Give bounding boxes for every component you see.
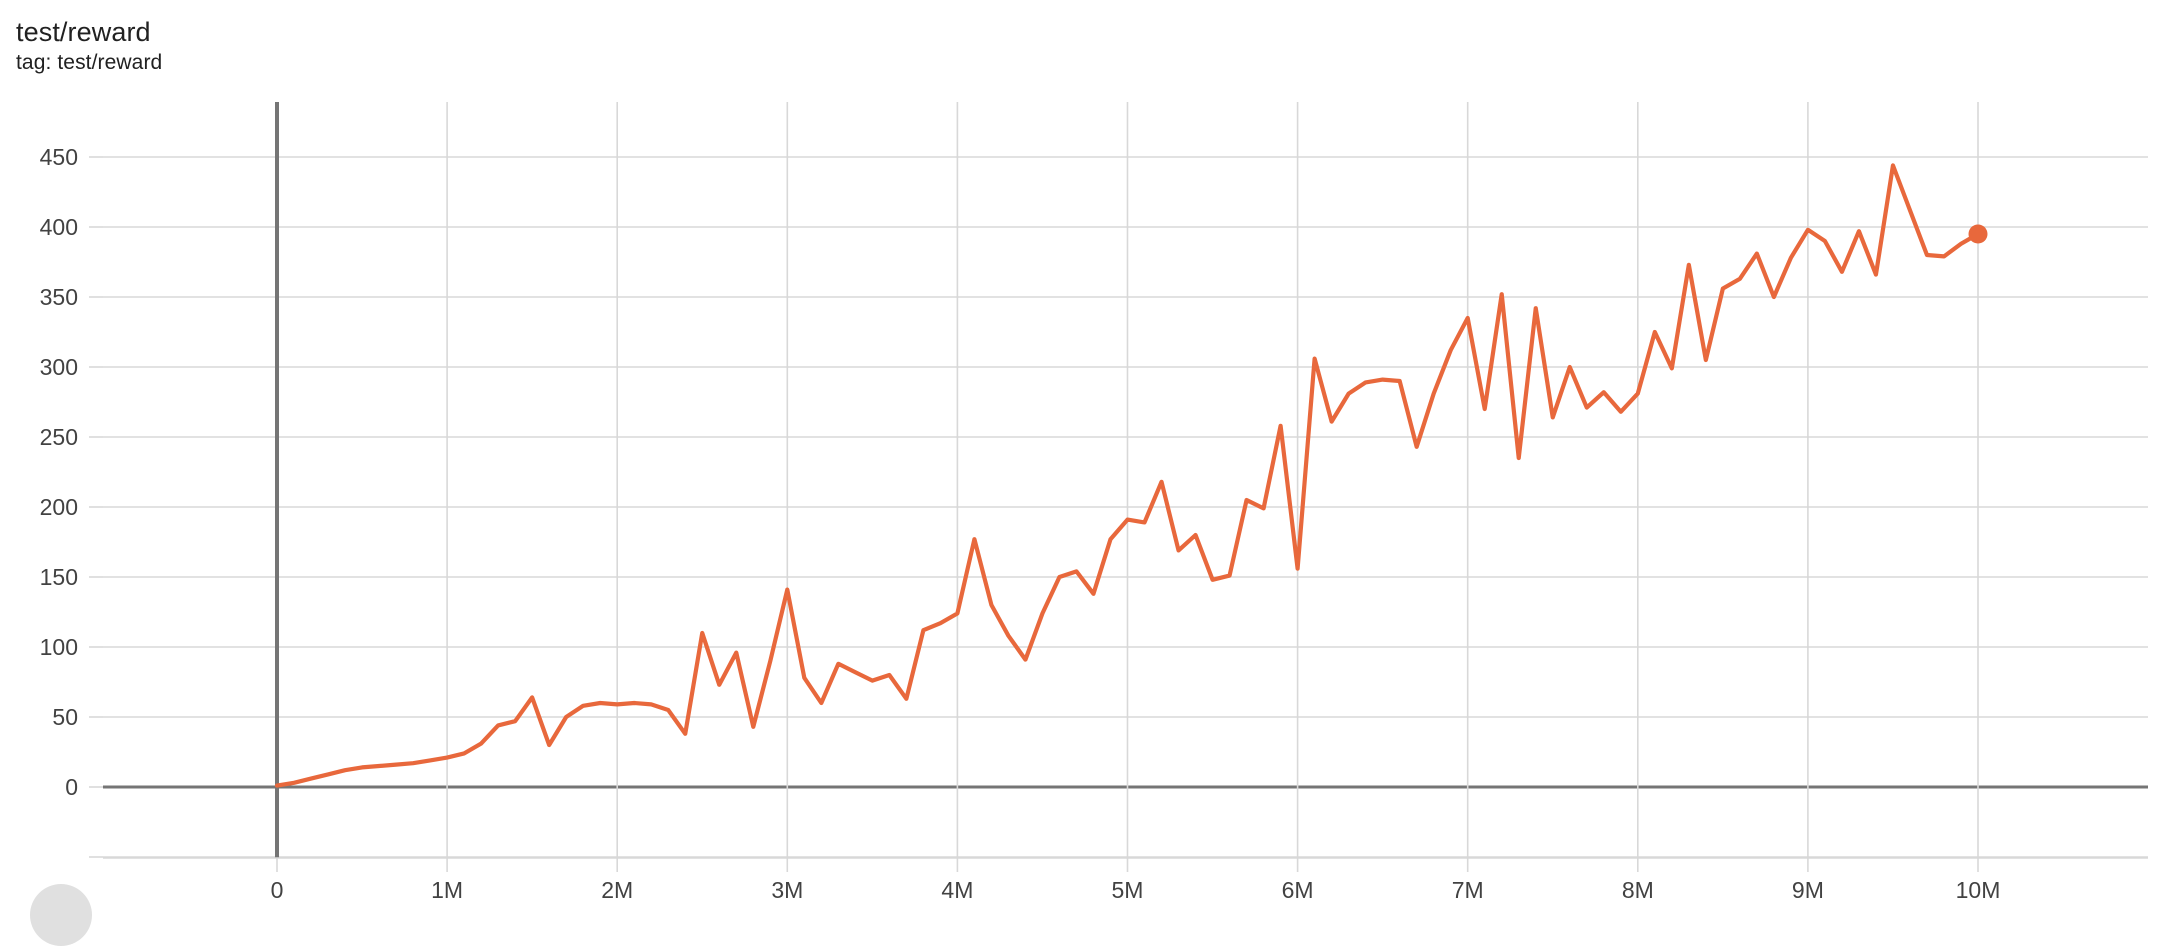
y-tick-label: 50 xyxy=(52,704,78,730)
page-title: test/reward xyxy=(16,17,151,47)
y-tick-label: 300 xyxy=(40,354,78,380)
axis-layer xyxy=(89,156,2148,872)
x-tick-label: 6M xyxy=(1282,877,1314,903)
x-tick-label: 2M xyxy=(601,877,633,903)
corner-decoration xyxy=(30,884,92,946)
x-tick-label: 4M xyxy=(941,877,973,903)
y-tick-label: 0 xyxy=(65,774,78,800)
y-tick-label: 450 xyxy=(40,144,78,170)
grid-layer xyxy=(103,102,2148,858)
series-layer xyxy=(274,163,1988,788)
y-tick-label: 250 xyxy=(40,424,78,450)
y-tick-label: 100 xyxy=(40,634,78,660)
y-tick-label: 200 xyxy=(40,494,78,520)
x-tick-label: 5M xyxy=(1112,877,1144,903)
line-chart-plot[interactable]: 0 50 100 150 200 250 300 350 400 450 0 1M 2M 3M 4M 5M 6M… xyxy=(0,0,2168,908)
x-tick-label: 10M xyxy=(1956,877,2001,903)
x-tick-label: 7M xyxy=(1452,877,1484,903)
chart-subtitle: tag: test/reward xyxy=(16,51,163,74)
x-tick-label: 1M xyxy=(431,877,463,903)
x-tick-label: 0 xyxy=(271,877,284,903)
x-tick-label: 8M xyxy=(1622,877,1654,903)
endpoint-marker[interactable] xyxy=(1968,224,1988,244)
y-tick-label: 150 xyxy=(40,564,78,590)
y-tick-label: 400 xyxy=(40,214,78,240)
series-line-test-reward xyxy=(274,163,1981,788)
x-tick-label: 3M xyxy=(771,877,803,903)
x-tick-label: 9M xyxy=(1792,877,1824,903)
y-tick-label: 350 xyxy=(40,284,78,310)
tick-label-layer: 0 50 100 150 200 250 300 350 400 450 0 1M 2M 3M 4M 5M 6M… xyxy=(40,144,2001,903)
